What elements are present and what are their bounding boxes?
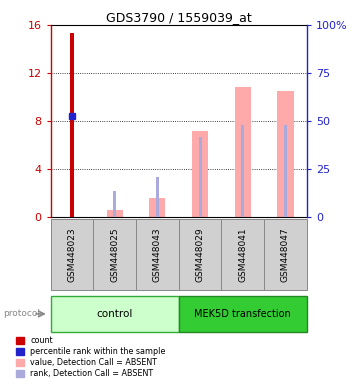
Bar [113,190,116,217]
Bar [70,33,74,217]
Bar [149,198,165,217]
Bar [277,91,293,217]
Bar [192,131,208,217]
Text: GSM448023: GSM448023 [68,227,77,282]
Text: GSM448025: GSM448025 [110,227,119,282]
Text: control: control [96,309,133,319]
Bar [199,137,201,217]
Text: GSM448047: GSM448047 [281,227,290,282]
Text: MEK5D transfection: MEK5D transfection [194,309,291,319]
Bar [106,210,123,217]
Text: protocol: protocol [4,310,40,318]
Bar [284,124,287,217]
Bar [241,124,244,217]
Bar [235,88,251,217]
Legend: count, percentile rank within the sample, value, Detection Call = ABSENT, rank, : count, percentile rank within the sample… [15,335,167,380]
Title: GDS3790 / 1559039_at: GDS3790 / 1559039_at [106,11,252,24]
Text: GSM448043: GSM448043 [153,227,162,282]
Text: GSM448041: GSM448041 [238,227,247,282]
Bar [156,177,159,217]
Text: GSM448029: GSM448029 [196,227,205,282]
